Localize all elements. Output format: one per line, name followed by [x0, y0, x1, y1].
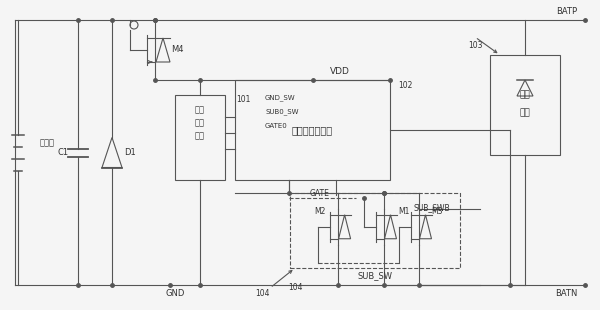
- Text: SUB_SW: SUB_SW: [358, 272, 392, 281]
- Text: 电路: 电路: [520, 108, 530, 117]
- Text: M4: M4: [171, 46, 183, 55]
- Text: SUB_SWB: SUB_SWB: [413, 203, 450, 212]
- Text: M3: M3: [431, 207, 442, 216]
- Text: BATN: BATN: [554, 289, 577, 298]
- Text: VDD: VDD: [330, 68, 350, 77]
- Text: GND: GND: [165, 289, 184, 298]
- Text: 103: 103: [468, 41, 482, 50]
- Text: BATP: BATP: [556, 7, 577, 16]
- Text: GATE0: GATE0: [265, 123, 288, 129]
- Text: 电池芯: 电池芯: [40, 138, 55, 147]
- Text: 101: 101: [236, 95, 250, 104]
- Text: M2: M2: [314, 207, 325, 216]
- Text: 104: 104: [255, 289, 269, 298]
- Text: C1: C1: [58, 148, 68, 157]
- Text: 负载: 负载: [520, 91, 530, 100]
- Bar: [175, 95, 225, 180]
- Bar: [235, 80, 390, 180]
- Text: SUB0_SW: SUB0_SW: [265, 108, 299, 115]
- Text: 控制: 控制: [195, 118, 205, 127]
- Text: 104: 104: [288, 284, 302, 293]
- Bar: [290, 193, 460, 268]
- Bar: [490, 55, 560, 155]
- Text: 功率管控制电路: 功率管控制电路: [292, 125, 333, 135]
- Text: 信号: 信号: [195, 105, 205, 114]
- Text: GND_SW: GND_SW: [265, 95, 296, 101]
- Text: 电路: 电路: [195, 131, 205, 140]
- Text: 102: 102: [398, 81, 412, 90]
- Text: GATE: GATE: [309, 188, 329, 197]
- Text: D1: D1: [124, 148, 136, 157]
- Text: M1: M1: [398, 207, 409, 216]
